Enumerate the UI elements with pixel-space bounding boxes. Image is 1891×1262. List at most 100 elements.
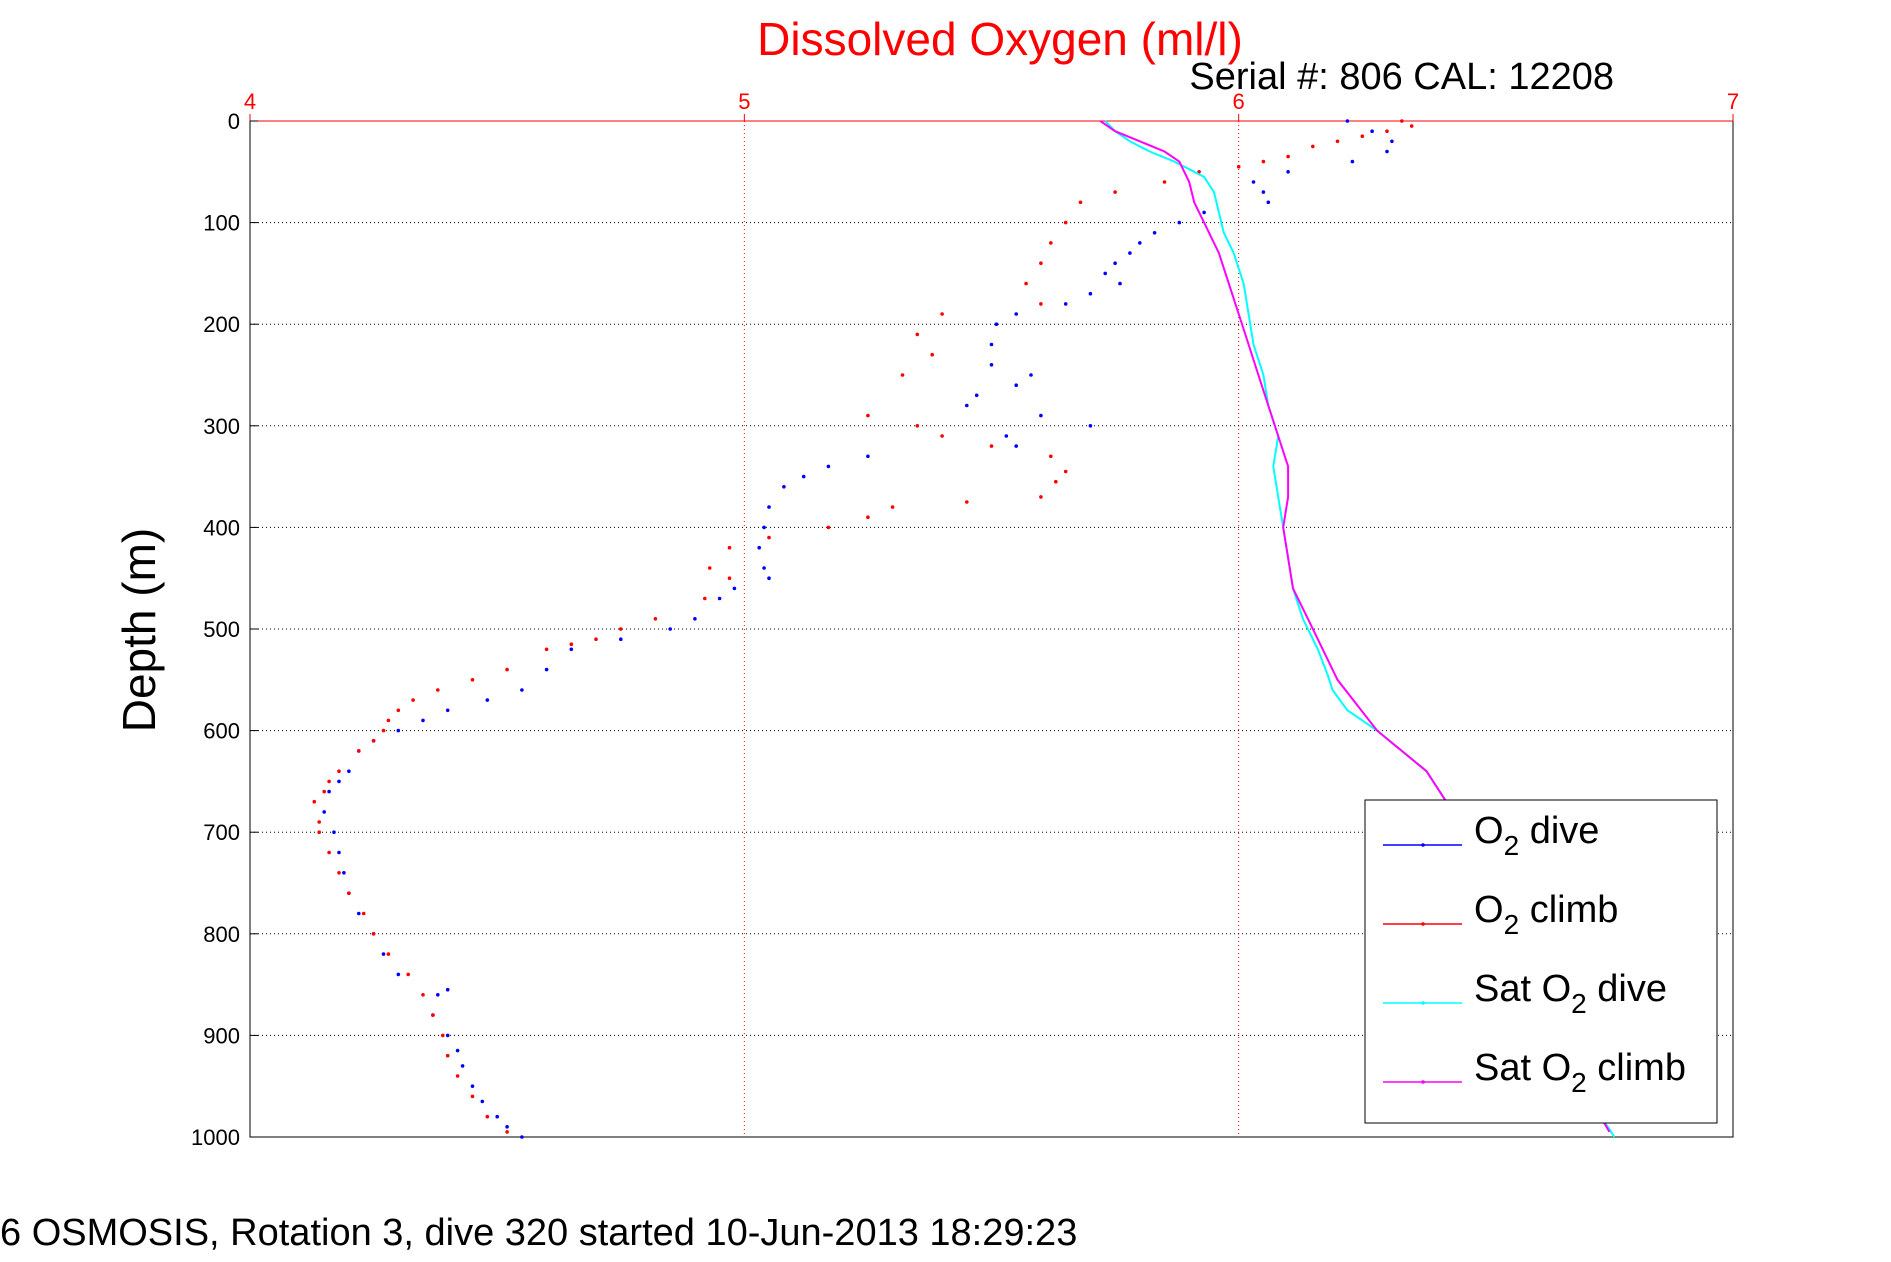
- legend-label: Sat O2 dive: [1474, 968, 1667, 1019]
- data-point: [1390, 139, 1394, 144]
- legend-marker: [1421, 843, 1425, 847]
- data-point: [1345, 119, 1350, 123]
- data-point: [717, 596, 722, 601]
- data-point: [1152, 231, 1157, 235]
- data-point: [866, 515, 870, 519]
- y-tick-label: 0: [228, 109, 240, 134]
- data-point: [1103, 271, 1107, 276]
- data-point: [396, 708, 401, 713]
- data-point: [396, 728, 401, 733]
- data-point: [1049, 241, 1053, 245]
- legend-item: O2 dive: [1383, 810, 1599, 861]
- data-point: [505, 667, 509, 672]
- data-point: [337, 769, 341, 773]
- y-axis: 0 100 200 300 400 500 600 700 800 900 1000: [191, 109, 258, 1150]
- data-point: [1138, 241, 1142, 245]
- data-point: [544, 647, 549, 652]
- data-point: [1261, 159, 1266, 164]
- y-tick-label: 100: [203, 211, 240, 236]
- data-point: [470, 1084, 475, 1088]
- y-tick-label: 800: [203, 922, 240, 947]
- data-point: [1335, 139, 1340, 144]
- data-point: [668, 627, 672, 631]
- data-point: [1063, 469, 1068, 474]
- y-tick-label: 500: [203, 617, 240, 642]
- y-tick-label: 200: [203, 312, 240, 337]
- data-point: [1049, 454, 1053, 459]
- data-point: [505, 1125, 509, 1129]
- data-point: [357, 749, 361, 753]
- data-point: [460, 1064, 465, 1068]
- data-point: [431, 1013, 435, 1017]
- data-point: [762, 566, 766, 570]
- data-point: [619, 637, 623, 641]
- data-point: [347, 891, 351, 895]
- data-point: [782, 485, 786, 489]
- data-point: [1266, 200, 1271, 205]
- data-point: [322, 810, 327, 814]
- data-point: [445, 708, 450, 713]
- legend-item: Sat O2 dive: [1383, 968, 1667, 1019]
- data-point: [619, 627, 623, 631]
- legend-box: [1364, 799, 1718, 1124]
- data-point: [826, 464, 831, 469]
- data-point: [930, 352, 934, 357]
- data-point: [767, 505, 771, 509]
- footer-caption: 6 OSMOSIS, Rotation 3, dive 320 started …: [0, 1212, 1077, 1254]
- legend-item: O2 climb: [1383, 889, 1618, 940]
- data-point: [1039, 302, 1043, 306]
- data-point: [317, 820, 322, 824]
- data-point: [693, 617, 697, 621]
- data-point: [485, 698, 490, 702]
- data-point: [1400, 119, 1404, 123]
- data-point: [1261, 190, 1266, 194]
- data-point: [1162, 180, 1167, 184]
- data-point: [1063, 220, 1068, 225]
- data-point: [915, 332, 920, 337]
- data-point: [470, 678, 475, 682]
- data-point: [1088, 291, 1093, 296]
- data-point: [1350, 159, 1355, 164]
- data-point: [594, 637, 598, 641]
- y-tick-label: 600: [203, 719, 240, 744]
- data-point: [1113, 261, 1117, 266]
- data-point: [1024, 281, 1028, 286]
- legend-label: Sat O2 climb: [1474, 1047, 1686, 1098]
- data-point: [1078, 200, 1083, 205]
- data-point: [767, 576, 771, 580]
- x-axis: 4 5 6 7: [244, 89, 1739, 121]
- data-point: [327, 789, 331, 794]
- data-point: [327, 779, 331, 784]
- data-point: [1128, 251, 1132, 255]
- data-point: [361, 911, 366, 916]
- legend: O2 dive O2 climb Sat O2 dive Sat O2 climb: [1364, 799, 1718, 1124]
- data-point: [406, 972, 411, 977]
- data-point: [900, 373, 905, 377]
- legend-item: Sat O2 climb: [1383, 1047, 1686, 1098]
- data-point: [1039, 261, 1043, 266]
- data-point: [1004, 434, 1009, 438]
- data-point: [866, 454, 870, 459]
- data-point: [381, 952, 386, 956]
- data-point: [485, 1114, 490, 1119]
- data-point: [1360, 134, 1365, 138]
- legend-label: O2 dive: [1474, 810, 1599, 861]
- data-point: [312, 799, 317, 804]
- data-point: [520, 688, 524, 692]
- data-point: [940, 312, 944, 316]
- data-point: [801, 474, 806, 479]
- data-point: [989, 444, 994, 448]
- data-point: [544, 667, 549, 672]
- data-point: [381, 728, 386, 733]
- data-point: [1177, 220, 1182, 225]
- y-tick-label: 700: [203, 820, 240, 845]
- data-point: [1014, 312, 1018, 316]
- data-point: [965, 500, 969, 504]
- data-point: [322, 789, 327, 794]
- data-point: [421, 993, 425, 997]
- data-point: [337, 779, 341, 784]
- data-point: [989, 342, 994, 347]
- data-point: [1202, 210, 1206, 215]
- data-point: [703, 596, 707, 601]
- data-point: [495, 1114, 500, 1119]
